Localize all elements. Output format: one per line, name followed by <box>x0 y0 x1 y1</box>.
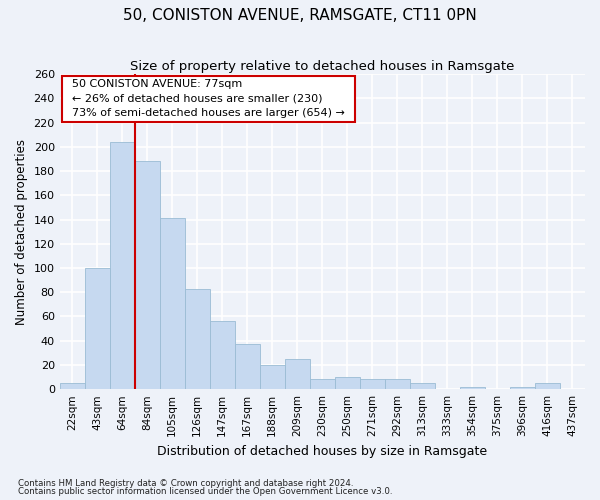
Bar <box>535 383 560 389</box>
Bar <box>135 162 160 389</box>
Bar <box>260 365 285 389</box>
Bar <box>59 383 85 389</box>
Bar <box>235 344 260 389</box>
Bar <box>310 380 335 389</box>
X-axis label: Distribution of detached houses by size in Ramsgate: Distribution of detached houses by size … <box>157 444 487 458</box>
Title: Size of property relative to detached houses in Ramsgate: Size of property relative to detached ho… <box>130 60 515 73</box>
Text: 50 CONISTON AVENUE: 77sqm  
  ← 26% of detached houses are smaller (230)  
  73%: 50 CONISTON AVENUE: 77sqm ← 26% of detac… <box>65 79 352 118</box>
Bar <box>335 377 360 389</box>
Bar <box>410 383 435 389</box>
Text: Contains HM Land Registry data © Crown copyright and database right 2024.: Contains HM Land Registry data © Crown c… <box>18 478 353 488</box>
Bar <box>460 387 485 389</box>
Bar <box>110 142 135 389</box>
Bar <box>510 387 535 389</box>
Bar <box>185 288 210 389</box>
Bar <box>385 380 410 389</box>
Text: Contains public sector information licensed under the Open Government Licence v3: Contains public sector information licen… <box>18 487 392 496</box>
Text: 50, CONISTON AVENUE, RAMSGATE, CT11 0PN: 50, CONISTON AVENUE, RAMSGATE, CT11 0PN <box>123 8 477 22</box>
Bar <box>285 359 310 389</box>
Bar <box>210 322 235 389</box>
Bar <box>160 218 185 389</box>
Bar <box>85 268 110 389</box>
Bar <box>360 380 385 389</box>
Y-axis label: Number of detached properties: Number of detached properties <box>15 138 28 324</box>
